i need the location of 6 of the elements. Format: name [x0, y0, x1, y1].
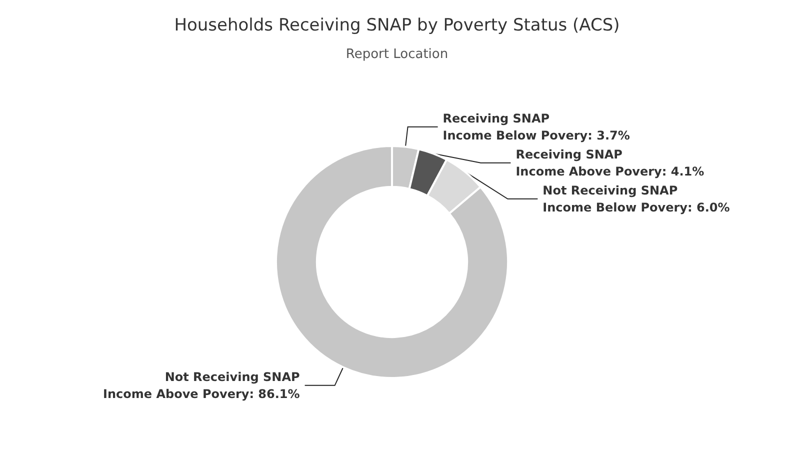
slice-label: Not Receiving SNAP Income Below Povery: 6.0%: [542, 183, 730, 214]
slice-label: Receiving SNAP Income Above Povery: 4.1%: [516, 147, 704, 178]
slice-label: Receiving SNAP Income Below Povery: 3.7%: [442, 111, 630, 142]
slice-label: Not Receiving SNAP Income Above Povery: 86.1%: [103, 370, 300, 401]
chart-title: Households Receiving SNAP by Poverty Status (ACS): [174, 16, 620, 36]
chart-subtitle: Report Location: [346, 47, 448, 62]
